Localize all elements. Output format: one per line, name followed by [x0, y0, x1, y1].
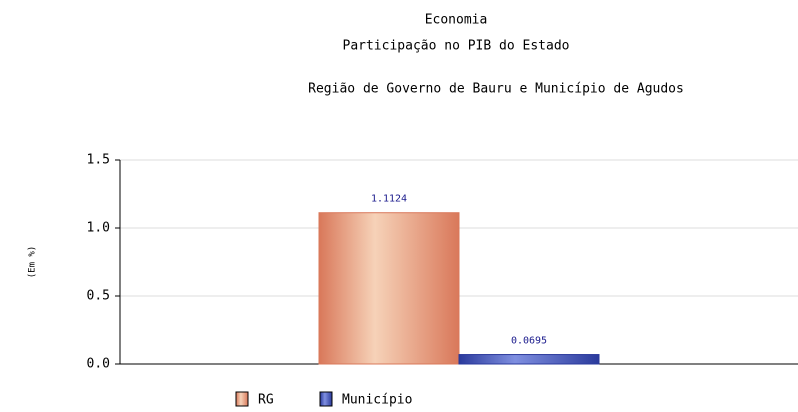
legend-label: RG	[258, 393, 274, 408]
y-tick-label: 1.5	[87, 153, 110, 168]
chart-subtitle: Participação no PIB do Estado	[343, 39, 570, 54]
legend-label: Município	[342, 393, 412, 408]
y-axis-label: (Em %)	[28, 246, 38, 279]
data-label: 1.1124	[371, 194, 407, 205]
data-label: 0.0695	[511, 336, 547, 347]
bar	[458, 354, 600, 365]
y-tick-label: 0.0	[87, 357, 110, 372]
y-tick-label: 1.0	[87, 221, 110, 236]
chart-title: Economia	[425, 13, 488, 28]
y-tick-label: 0.5	[87, 289, 110, 304]
chart-subtitle: Região de Governo de Bauru e Município d…	[308, 82, 684, 97]
legend-swatch	[235, 391, 249, 407]
bar	[318, 212, 460, 365]
legend-swatch	[319, 391, 333, 407]
